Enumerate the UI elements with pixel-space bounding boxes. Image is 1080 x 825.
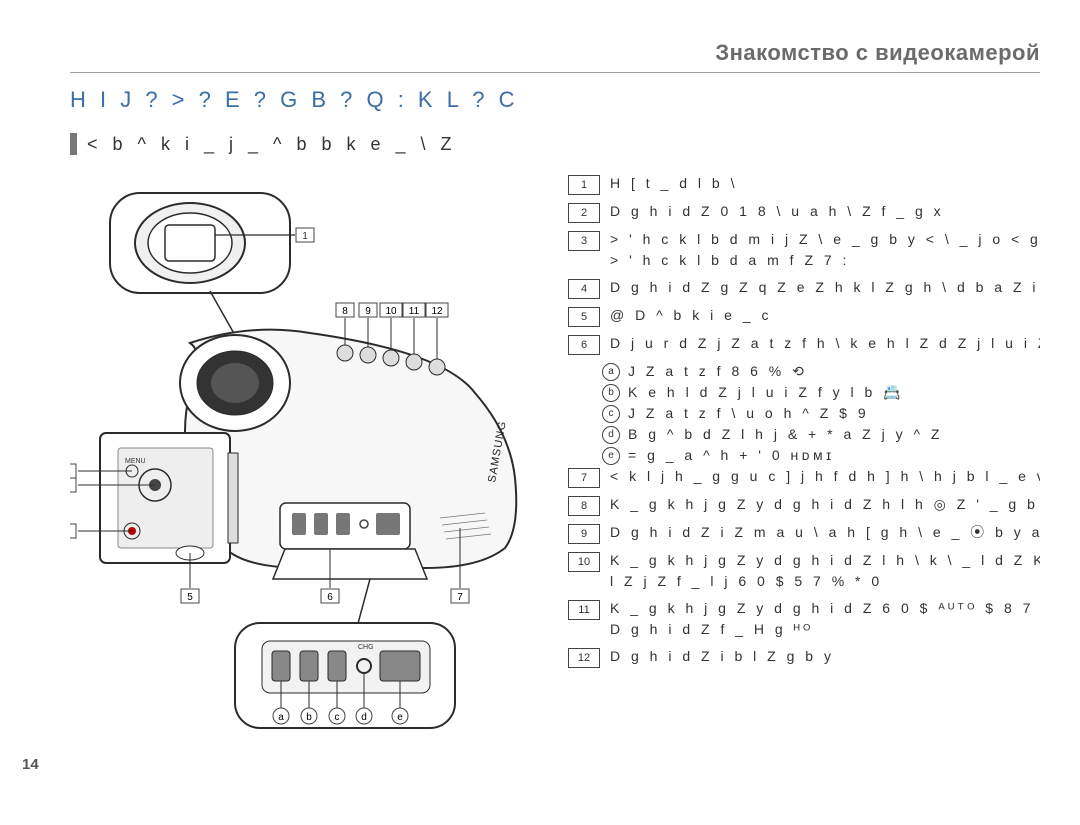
parts-list-row: 11 K _ g k h j g Z y d g h i d Z 6 0 $ ᴬᵁ… [568, 598, 1040, 640]
number-badge: 11 [568, 600, 600, 620]
callout-10: 10 [385, 306, 397, 317]
parts-list-text: D g h i d Z 0 1 8 \ u a h \ Z f _ g x [610, 201, 944, 222]
parts-list-row: 12 D g h i d Z i b l Z g b y [568, 646, 1040, 668]
number-badge: 6 [568, 335, 600, 355]
callout-8: 8 [342, 306, 348, 317]
callout-7: 7 [457, 592, 463, 603]
parts-list-subrow: e = g _ a ^ h + ' 0 ʜᴅᴍɪ [602, 445, 1040, 466]
parts-list-subtext: K e h l d Z j l u i Z f y l b 📇 [628, 382, 904, 403]
parts-list-subtext: B g ^ b d Z l h j & + * a Z j y ^ Z [628, 424, 943, 445]
number-badge: 2 [568, 203, 600, 223]
number-badge: 9 [568, 524, 600, 544]
jack-c: c [335, 712, 340, 723]
camcorder-diagram: 1 [70, 173, 540, 733]
letter-badge: a [602, 363, 620, 381]
number-badge: 12 [568, 648, 600, 668]
chg-label: CHG [358, 644, 374, 651]
subsection-bar [70, 133, 77, 155]
page-number: 14 [22, 756, 39, 773]
parts-list-subrow: d B g ^ b d Z l h j & + * a Z j y ^ Z [602, 424, 1040, 445]
parts-list-row: 10 K _ g k h j g Z y d g h i d Z l h \ k … [568, 550, 1040, 592]
parts-list-text: @ D ^ b k i e _ c [610, 305, 772, 326]
number-badge: 1 [568, 175, 600, 195]
parts-list-text: H [ t _ d l b \ [610, 173, 738, 194]
jack-d: d [361, 712, 367, 723]
jack-a: a [278, 712, 284, 723]
parts-list-subrow: b K e h l d Z j l u i Z f y l b 📇 [602, 382, 1040, 403]
letter-badge: e [602, 447, 620, 465]
callout-5: 5 [187, 592, 193, 603]
jack-e: e [397, 712, 403, 723]
parts-list-text: K _ g k h j g Z y d g h i d Z h l h ◎ Z … [610, 494, 1040, 515]
parts-list-row: 5 @ D ^ b k i e _ c [568, 305, 1040, 327]
number-badge: 10 [568, 552, 600, 572]
number-badge: 3 [568, 231, 600, 251]
diagram-column: 1 [70, 173, 540, 738]
callout-11: 11 [409, 306, 420, 317]
letter-badge: d [602, 426, 620, 444]
number-badge: 7 [568, 468, 600, 488]
parts-list-row: 8 K _ g k h j g Z y d g h i d Z h l h ◎ Z… [568, 494, 1040, 516]
letter-badge: c [602, 405, 620, 423]
parts-list-row: 1 H [ t _ d l b \ [568, 173, 1040, 195]
parts-list-text: D g h i d Z i b l Z g b y [610, 646, 834, 667]
callout-9: 9 [365, 306, 371, 317]
callout-1: 1 [302, 231, 308, 242]
parts-list-text: D g h i d Z g Z q Z e Z h k l Z g h \ d … [610, 277, 1040, 298]
callout-12: 12 [431, 306, 443, 317]
number-badge: 8 [568, 496, 600, 516]
parts-list-subtext: = g _ a ^ h + ' 0 ʜᴅᴍɪ [628, 445, 835, 466]
parts-list-text: D g h i d Z i Z m a u \ a h [ g h \ e _ … [610, 522, 1040, 543]
callout-6: 6 [327, 592, 333, 603]
header-title: Знакомство с видеокамерой [70, 40, 1040, 73]
parts-list-row: 7 < k l j h _ g g u c ] j h f d h ] h \ h… [568, 466, 1040, 488]
parts-list-subrow: a J Z a t z f 8 6 % ⟲ [602, 361, 1040, 382]
section-title: H I J ? > ? E ? G B ? Q : K L ? C [70, 87, 1040, 113]
parts-list-row: 9 D g h i d Z i Z m a u \ a h [ g h \ e _… [568, 522, 1040, 544]
subsection-title: < b ^ k i _ j _ ^ b b k e _ \ Z [87, 134, 457, 155]
parts-list-row: 3 > ' h c k l b d m i j Z \ e _ g b y < \… [568, 229, 1040, 271]
parts-list-text: K _ g k h j g Z y d g h i d Z l h \ k \ … [610, 550, 1040, 592]
letter-badge: b [602, 384, 620, 402]
parts-list-subtext: J Z a t z f 8 6 % ⟲ [628, 361, 807, 382]
number-badge: 5 [568, 307, 600, 327]
parts-list-text: D j u r d Z j Z a t z f h \ k e h l Z d … [610, 333, 1040, 354]
subsection-heading: < b ^ k i _ j _ ^ b b k e _ \ Z [70, 133, 1040, 155]
parts-list-text: < k l j h _ g g u c ] j h f d h ] h \ h … [610, 466, 1040, 487]
parts-list-row: 4 D g h i d Z g Z q Z e Z h k l Z g h \ d… [568, 277, 1040, 299]
parts-list-subtext: J Z a t z f \ u o h ^ Z $ 9 [628, 403, 869, 424]
parts-list-text: K _ g k h j g Z y d g h i d Z 6 0 $ ᴬᵁᵀᴼ… [610, 598, 1040, 640]
parts-list-row: 2 D g h i d Z 0 1 8 \ u a h \ Z f _ g x [568, 201, 1040, 223]
parts-list-text: > ' h c k l b d m i j Z \ e _ g b y < \ … [610, 229, 1040, 271]
jack-b: b [306, 712, 312, 723]
parts-list-subrow: c J Z a t z f \ u o h ^ Z $ 9 [602, 403, 1040, 424]
menu-label: MENU [125, 458, 146, 465]
number-badge: 4 [568, 279, 600, 299]
parts-list-row: 6 D j u r d Z j Z a t z f h \ k e h l Z d… [568, 333, 1040, 355]
parts-list: 1 H [ t _ d l b \ 2 D g h i d Z 0 1 8 \ u a… [568, 173, 1040, 738]
